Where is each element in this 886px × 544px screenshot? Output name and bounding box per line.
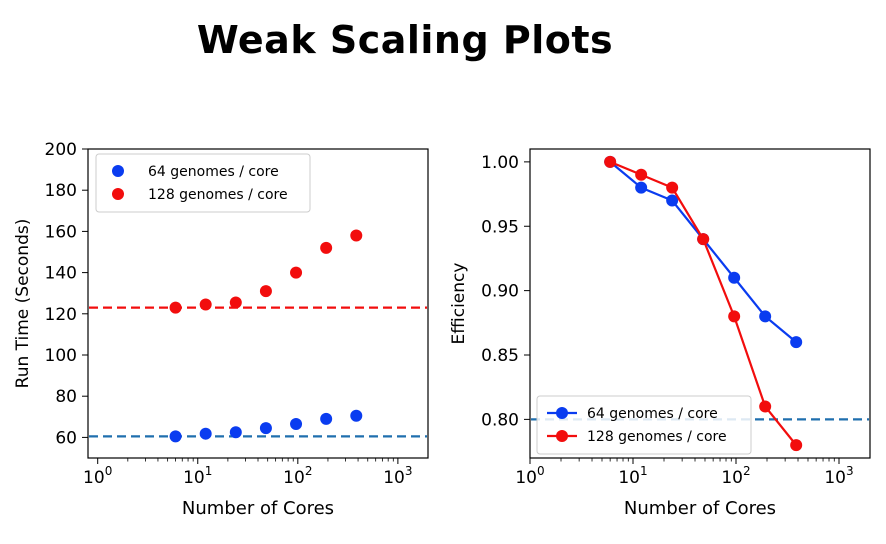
y-tick-label: 80: [55, 387, 77, 407]
data-point: [697, 233, 710, 246]
legend-box: [536, 395, 752, 455]
legend-label: 64 genomes / core: [587, 406, 718, 422]
y-tick-label: 160: [45, 222, 77, 242]
data-point: [259, 285, 272, 298]
y-axis-label: Run Time (Seconds): [13, 219, 33, 389]
legend-label: 128 genomes / core: [587, 429, 727, 445]
y-tick-label: 0.90: [481, 282, 519, 302]
legend-marker: [112, 188, 124, 200]
data-point: [666, 181, 679, 194]
chart-1: 100 101 102 103 60 80 100 120 140 160 180 200 Number…: [13, 140, 429, 519]
y-tick-label: 60: [55, 428, 77, 448]
x-tick-label: 103: [824, 464, 853, 488]
data-point: [350, 229, 363, 242]
legend: 64 genomes / core 128 genomes / core: [95, 153, 311, 213]
data-point: [759, 400, 772, 413]
x-axis-label: Number of Cores: [182, 498, 334, 519]
data-point: [199, 427, 212, 440]
x-tick-label: 102: [283, 464, 312, 488]
legend-marker: [112, 165, 124, 177]
y-tick-label: 0.95: [481, 217, 519, 237]
y-tick-label: 200: [45, 140, 77, 160]
x-tick-label: 100: [83, 464, 112, 488]
data-point: [169, 301, 182, 314]
chart-2: 100 101 102 103 0.80 0.85 0.90 0.95 1.00 Number o…: [449, 148, 871, 519]
series-2: [604, 155, 803, 452]
legend-marker: [556, 407, 568, 419]
data-point: [728, 310, 741, 323]
data-point: [728, 271, 741, 284]
data-point: [259, 422, 272, 435]
data-point: [169, 430, 182, 443]
legend: 64 genomes / core 128 genomes / core: [536, 395, 752, 455]
data-point: [229, 426, 242, 439]
y-tick-label: 180: [45, 181, 77, 201]
data-point: [759, 310, 772, 323]
x-tick-label: 101: [618, 464, 647, 488]
x-tick-label: 103: [383, 464, 412, 488]
legend-box: [95, 153, 311, 213]
y-tick-label: 1.00: [481, 153, 519, 173]
data-point: [666, 194, 679, 207]
page-title: Weak Scaling Plots: [196, 18, 614, 62]
legend-label: 64 genomes / core: [148, 164, 279, 180]
x-tick-label: 100: [515, 464, 544, 488]
y-tick-label: 0.85: [481, 346, 519, 366]
y-tick-label: 100: [45, 346, 77, 366]
x-axis-label: Number of Cores: [624, 498, 776, 519]
data-point: [199, 298, 212, 311]
data-point: [290, 266, 303, 279]
data-point: [229, 296, 242, 309]
data-point: [604, 155, 617, 168]
data-point: [635, 181, 648, 194]
x-tick-label: 102: [721, 464, 750, 488]
data-point: [290, 418, 303, 431]
data-point: [635, 168, 648, 181]
y-tick-label: 140: [45, 264, 77, 284]
legend-label: 128 genomes / core: [148, 187, 288, 203]
series-2: [169, 229, 363, 314]
x-tick-label: 101: [183, 464, 212, 488]
data-point: [790, 336, 803, 349]
series-1: [169, 409, 363, 443]
y-tick-label: 120: [45, 305, 77, 325]
data-point: [790, 439, 803, 452]
data-point: [320, 241, 333, 254]
series-1: [604, 155, 803, 349]
y-axis-label: Efficiency: [449, 263, 469, 345]
data-point: [350, 409, 363, 422]
y-tick-label: 0.80: [481, 410, 519, 430]
plot-frame: [529, 148, 871, 459]
legend-marker: [556, 430, 568, 442]
data-point: [320, 412, 333, 425]
